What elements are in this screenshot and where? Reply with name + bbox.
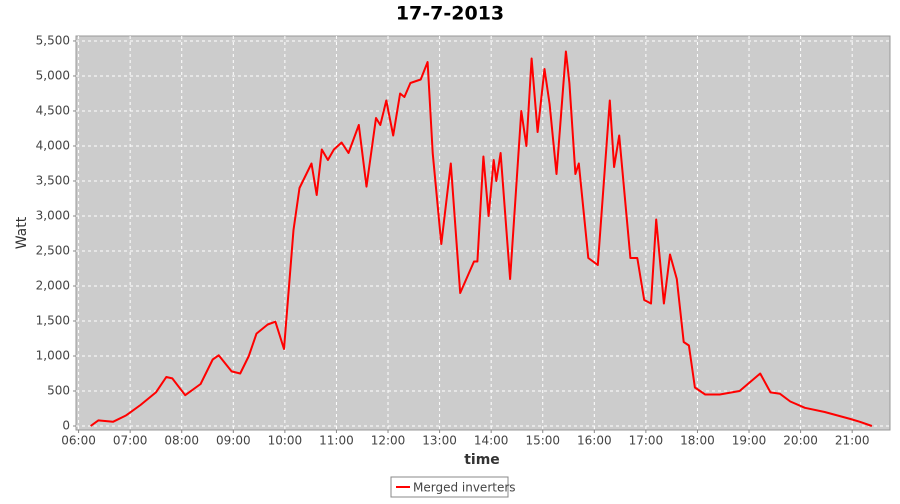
y-tick-label: 3,500	[36, 173, 70, 187]
y-tick-label: 3,000	[36, 208, 70, 222]
x-tick-label: 17:00	[629, 434, 664, 448]
legend-label: Merged inverters	[413, 481, 516, 495]
line-series	[90, 50, 873, 427]
x-tick-label: 11:00	[319, 434, 354, 448]
y-tick-label: 4,000	[36, 138, 70, 152]
x-tick-label: 12:00	[371, 434, 406, 448]
y-axis-label: Watt	[14, 216, 30, 249]
x-axis-label: time	[464, 452, 500, 468]
y-tick-label: 1,500	[36, 313, 70, 327]
y-tick-label: 2,000	[36, 278, 70, 292]
plot-area	[75, 35, 891, 431]
x-tick-label: 15:00	[525, 434, 560, 448]
x-tick-label: 16:00	[577, 434, 612, 448]
x-tick-label: 06:00	[61, 434, 96, 448]
x-tick-label: 14:00	[474, 434, 509, 448]
y-tick-label: 0	[62, 419, 70, 433]
y-tick-label: 4,500	[36, 103, 70, 117]
x-tick-label: 10:00	[268, 434, 303, 448]
x-tick-label: 19:00	[732, 434, 767, 448]
y-tick-label: 500	[47, 384, 70, 398]
x-tick-label: 08:00	[164, 434, 199, 448]
y-tick-label: 2,500	[36, 243, 70, 257]
legend	[390, 476, 509, 498]
x-tick-label: 07:00	[113, 434, 148, 448]
y-tick-label: 5,500	[36, 33, 70, 47]
x-tick-label: 20:00	[783, 434, 818, 448]
x-tick-label: 21:00	[835, 434, 870, 448]
y-tick-label: 1,000	[36, 349, 70, 363]
chart-title: 17-7-2013	[396, 3, 504, 25]
x-tick-label: 09:00	[216, 434, 251, 448]
y-tick-label: 5,000	[36, 68, 70, 82]
x-tick-label: 13:00	[422, 434, 457, 448]
x-tick-label: 18:00	[680, 434, 715, 448]
